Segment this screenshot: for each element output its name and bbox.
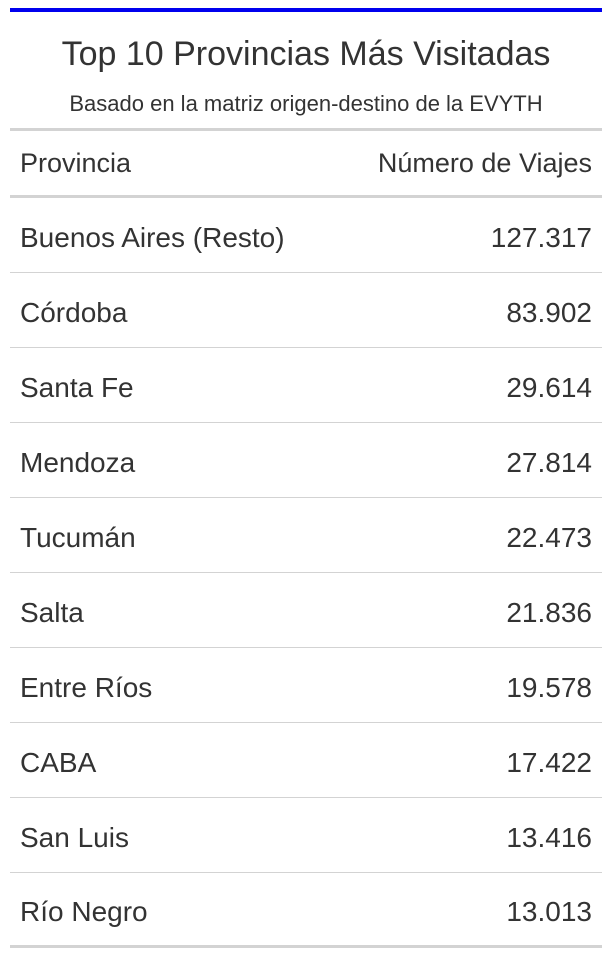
viajes-cell: 21.836 (506, 596, 592, 628)
table-row: Córdoba 83.902 (10, 273, 602, 348)
table-row: CABA 17.422 (10, 723, 602, 798)
viajes-cell: 27.814 (506, 446, 592, 478)
table-subtitle: Basado en la matriz origen-destino de la… (69, 91, 543, 116)
top-rule (10, 8, 602, 12)
viajes-cell: 29.614 (506, 371, 592, 403)
table-body: Buenos Aires (Resto) 127.317 Córdoba 83.902… (10, 198, 602, 948)
provincia-cell: Río Negro (20, 895, 148, 927)
provincia-cell: Santa Fe (20, 371, 134, 403)
provincia-cell: Entre Ríos (20, 671, 153, 703)
column-header-row: Provincia Número de Viajes (10, 131, 602, 195)
viajes-cell: 17.422 (506, 746, 592, 778)
provincia-cell: Mendoza (20, 446, 136, 478)
column-header-provincia: Provincia (20, 147, 132, 178)
provincia-cell: Buenos Aires (Resto) (20, 221, 285, 253)
table-row: Río Negro 13.013 (10, 873, 602, 948)
table-row: Tucumán 22.473 (10, 498, 602, 573)
provincia-cell: San Luis (20, 821, 129, 853)
viajes-cell: 13.013 (506, 895, 592, 927)
table-row: Buenos Aires (Resto) 127.317 (10, 198, 602, 273)
table-row: Mendoza 27.814 (10, 423, 602, 498)
table-row: Entre Ríos 19.578 (10, 648, 602, 723)
table-container: Top 10 Provincias Más Visitadas Basado e… (10, 0, 602, 948)
provincia-cell: Tucumán (20, 521, 136, 553)
header-separator (10, 128, 602, 131)
column-header-viajes: Número de Viajes (377, 147, 592, 178)
column-header-separator (10, 195, 602, 198)
table-title: Top 10 Provincias Más Visitadas (61, 35, 551, 73)
viajes-cell: 22.473 (506, 521, 592, 553)
viajes-cell: 127.317 (490, 221, 592, 253)
table-row: Santa Fe 29.614 (10, 348, 602, 423)
viajes-cell: 13.416 (506, 821, 592, 853)
viajes-cell: 19.578 (506, 671, 592, 703)
table-row: Salta 21.836 (10, 573, 602, 648)
viajes-cell: 83.902 (506, 296, 592, 328)
provincia-cell: Salta (20, 596, 84, 628)
provincia-cell: Córdoba (20, 296, 128, 328)
provincia-cell: CABA (20, 746, 97, 778)
table-row: San Luis 13.416 (10, 798, 602, 873)
